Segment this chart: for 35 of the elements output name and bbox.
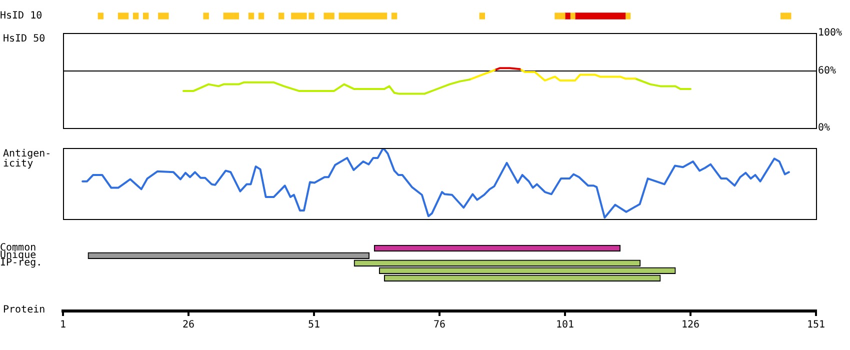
bar [158, 12, 169, 20]
x-axis-title: Protein [3, 304, 46, 316]
bar [554, 12, 566, 20]
bar [118, 12, 129, 20]
y-tick-label: IP-reg. [0, 258, 42, 269]
y-tick-label: 100% [818, 28, 842, 39]
bar [479, 12, 486, 20]
bar [574, 12, 626, 20]
bar [203, 12, 209, 20]
bar [324, 12, 334, 20]
x-tick-label: 101 [556, 320, 574, 331]
bar [258, 12, 264, 20]
x-tick-label: 76 [433, 320, 446, 331]
bar [570, 12, 576, 20]
y-tick-label: HsID 10 [0, 10, 42, 22]
x-tick-label: 126 [681, 320, 700, 331]
x-tick-label: 26 [182, 320, 195, 331]
bar [223, 12, 240, 20]
y-tick-label: 0% [818, 122, 830, 134]
bar [142, 12, 149, 20]
bar [248, 12, 254, 20]
bar [132, 12, 139, 20]
bar [624, 12, 631, 20]
x-tick-label: 51 [308, 320, 320, 331]
x-tick-label: 1 [60, 320, 66, 331]
bar [391, 12, 398, 20]
bar [278, 12, 284, 20]
x-tick-label: 151 [806, 320, 826, 331]
bar [338, 12, 388, 20]
y-axis-title: HsID 50 [3, 34, 46, 45]
y-tick-label: 60% [818, 66, 836, 77]
bar [98, 12, 104, 20]
y-axis-title: Antigen- icity [3, 148, 52, 170]
bar [780, 12, 792, 20]
bar [564, 12, 570, 20]
